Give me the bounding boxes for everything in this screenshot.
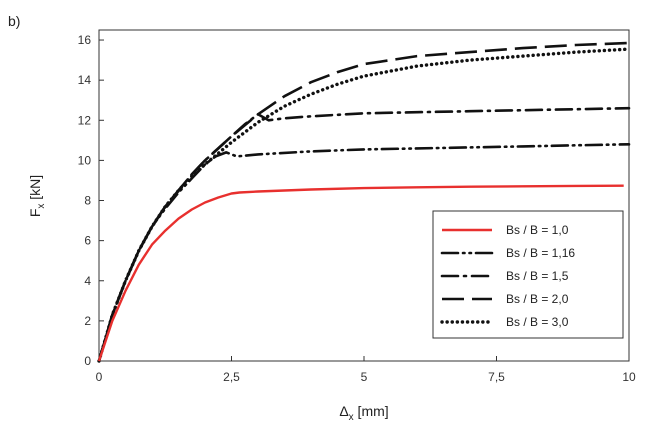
legend-entries: Bs / B = 1,0 Bs / B = 1,16 Bs / B = 1,5 Bs … — [440, 223, 575, 329]
series-line-5 — [97, 47, 631, 363]
legend: Bs / B = 1,0 Bs / B = 1,16 Bs / B = 1,5 Bs … — [432, 210, 624, 339]
y-tick-label: 4 — [84, 274, 91, 288]
y-axis-label: Fx [kN] — [27, 175, 47, 217]
series-lines — [97, 41, 631, 363]
y-tick-label: 8 — [84, 194, 91, 208]
x-tick-label: 5 — [361, 370, 368, 384]
y-tick-label: 14 — [78, 73, 92, 87]
y-axis: 0 2 4 6 8 10 12 14 16 — [78, 33, 104, 368]
y-tick-label: 0 — [84, 354, 91, 368]
series-line-1 — [97, 184, 624, 362]
legend-label: Bs / B = 2,0 — [506, 292, 569, 306]
x-tick-label: 2,5 — [223, 370, 240, 384]
x-tick-label: 7,5 — [488, 370, 505, 384]
panel-label: b) — [8, 13, 20, 29]
y-tick-label: 6 — [84, 234, 91, 248]
legend-label: Bs / B = 1,16 — [506, 246, 575, 260]
legend-label: Bs / B = 1,0 — [506, 223, 569, 237]
y-tick-label: 16 — [78, 33, 92, 47]
legend-label: Bs / B = 1,5 — [506, 269, 569, 283]
x-axis: 0 2,5 5 7,5 10 — [96, 356, 636, 384]
x-axis-label: Δx [mm] — [339, 403, 388, 423]
y-tick-label: 10 — [78, 153, 92, 167]
x-tick-label: 10 — [622, 370, 636, 384]
y-tick-label: 2 — [84, 314, 91, 328]
y-tick-label: 12 — [78, 113, 92, 127]
x-tick-label: 0 — [96, 370, 103, 384]
legend-label: Bs / B = 3,0 — [506, 315, 569, 329]
legend-frame — [432, 210, 624, 339]
